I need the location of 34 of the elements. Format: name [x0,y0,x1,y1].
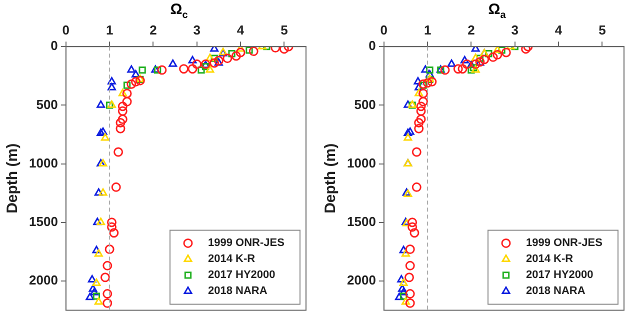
y-tick-label: 0 [50,38,58,54]
x-tick-label: 3 [511,22,518,38]
legend-label: 2017 HY2000 [208,269,276,282]
x-tick-label: 5 [598,22,606,38]
x-tick-label: 1 [106,22,114,38]
legend-label: 2017 HY2000 [526,269,594,282]
x-tick-label: 5 [280,22,288,38]
y-tick-label: 1500 [29,214,58,229]
x-tick-label: 2 [150,22,157,38]
x-tick-label: 3 [193,22,200,38]
x-tick-label: 0 [62,22,70,38]
y-tick-label: 500 [354,96,376,112]
legend-label: 1999 ONR-JES [526,237,602,250]
y-tick-label: 1000 [347,155,376,170]
legend-label: 1999 ONR-JES [208,237,284,250]
y-tick-label: 1000 [29,155,58,170]
legend-label: 2014 K-R [526,253,574,266]
y-tick-label: 2000 [29,272,58,288]
y-tick-label: 1500 [347,214,376,229]
x-tick-label: 0 [380,22,388,38]
x-tick-label: 1 [424,22,432,38]
legend-label: 2018 NARA [526,285,586,298]
x-tick-label: 4 [554,22,563,38]
legend-label: 2018 NARA [208,285,268,298]
y-tick-label: 2000 [347,272,376,288]
x-axis-title: Ω$_{c}$ [169,0,189,21]
y-axis-title: Depth (m) [322,143,340,214]
x-tick-label: 4 [236,22,245,38]
y-tick-label: 500 [36,96,58,112]
y-tick-label: 0 [368,38,376,54]
x-tick-label: 2 [468,22,475,38]
y-axis-title: Depth (m) [4,143,22,214]
x-axis-title: Ω$_{a}$ [487,0,507,21]
legend-label: 2014 K-R [208,253,256,266]
